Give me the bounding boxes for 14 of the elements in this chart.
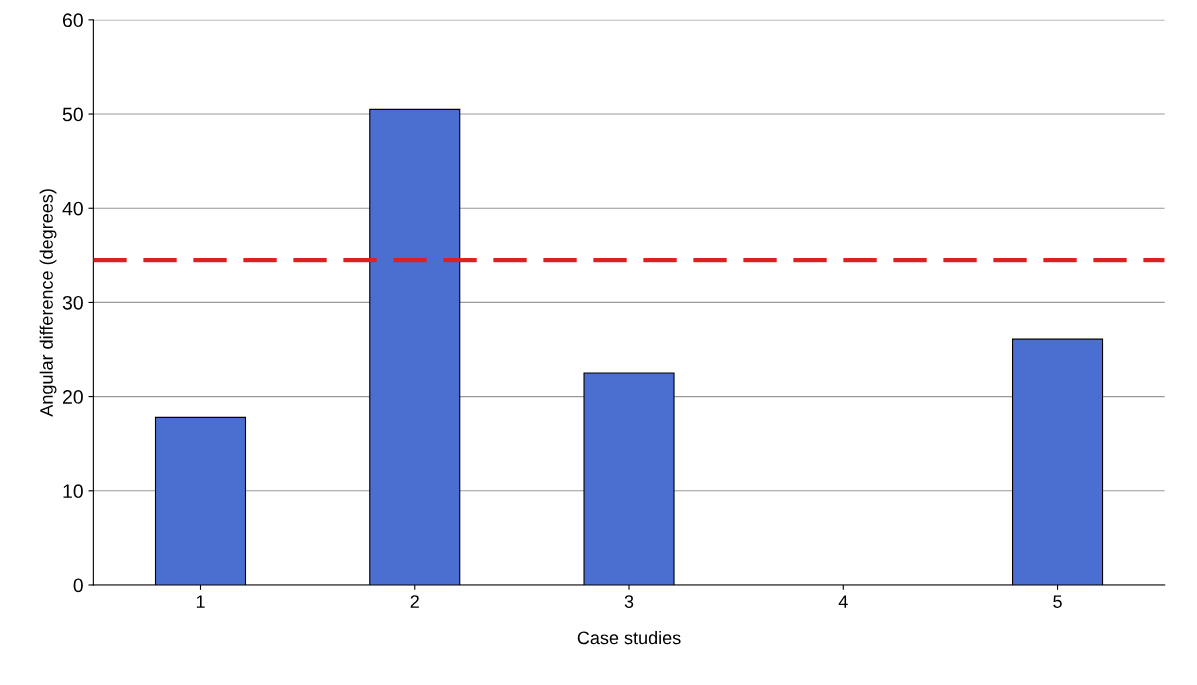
x-tick-label: 3 bbox=[624, 595, 634, 608]
y-tick-label: 60 bbox=[63, 13, 83, 28]
x-tick-label: 5 bbox=[1053, 595, 1062, 608]
y-tick-label: 40 bbox=[62, 201, 83, 216]
x-tick-label: 2 bbox=[410, 595, 419, 608]
y-tick-label: 50 bbox=[62, 107, 83, 122]
y-tick-label: 0 bbox=[73, 578, 83, 593]
y-tick-label: 20 bbox=[63, 390, 83, 404]
y-axis-title: Angular difference (degrees) bbox=[39, 189, 57, 417]
x-axis-title: Case studies bbox=[577, 630, 681, 645]
x-tick-label: 4 bbox=[838, 595, 848, 608]
x-tick-label: 1 bbox=[196, 595, 205, 608]
y-tick-label: 10 bbox=[63, 484, 83, 499]
y-tick-label: 30 bbox=[62, 295, 83, 310]
